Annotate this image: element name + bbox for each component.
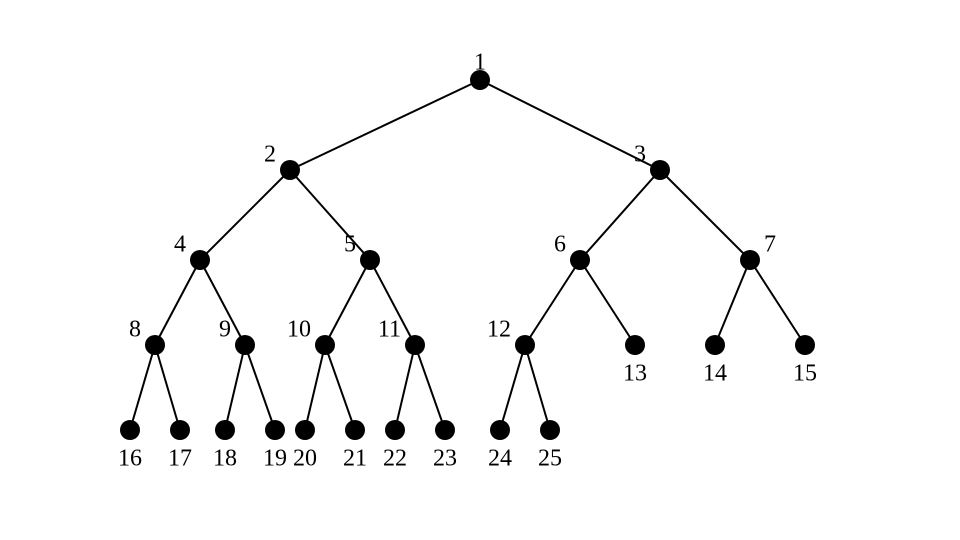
tree-edge (580, 170, 660, 260)
tree-node (280, 160, 300, 180)
tree-node-label: 23 (433, 446, 457, 472)
tree-edge (525, 345, 550, 430)
tree-node (795, 335, 815, 355)
tree-node (190, 250, 210, 270)
tree-node (540, 420, 560, 440)
tree-node-label: 11 (378, 317, 401, 343)
tree-edge (290, 170, 370, 260)
tree-node (490, 420, 510, 440)
tree-edge (395, 345, 415, 430)
tree-node (650, 160, 670, 180)
tree-node-label: 18 (213, 446, 237, 472)
tree-node (570, 250, 590, 270)
tree-node-label: 8 (129, 317, 141, 343)
tree-edge (500, 345, 525, 430)
tree-edge (155, 345, 180, 430)
tree-edge (525, 260, 580, 345)
tree-node-label: 7 (764, 232, 776, 258)
tree-node (145, 335, 165, 355)
tree-edge (715, 260, 750, 345)
tree-node-label: 17 (168, 446, 192, 472)
tree-node-label: 5 (344, 232, 356, 258)
tree-edge (305, 345, 325, 430)
tree-node (170, 420, 190, 440)
tree-edge (200, 170, 290, 260)
tree-node-label: 16 (118, 446, 142, 472)
tree-node-label: 2 (264, 142, 276, 168)
tree-node-label: 20 (293, 446, 317, 472)
tree-node-label: 12 (487, 317, 511, 343)
tree-edge (155, 260, 200, 345)
tree-edge (325, 260, 370, 345)
tree-node-label: 21 (343, 446, 367, 472)
tree-node (315, 335, 335, 355)
tree-edge (225, 345, 245, 430)
tree-node (515, 335, 535, 355)
tree-node (625, 335, 645, 355)
tree-edge (480, 80, 660, 170)
tree-node (265, 420, 285, 440)
tree-edge (415, 345, 445, 430)
tree-node-label: 14 (703, 361, 727, 387)
tree-node-label: 24 (488, 446, 512, 472)
tree-node (385, 420, 405, 440)
tree-node-label: 3 (634, 142, 646, 168)
tree-node (705, 335, 725, 355)
tree-edge (130, 345, 155, 430)
tree-edge (580, 260, 635, 345)
tree-node (215, 420, 235, 440)
tree-node-label: 4 (174, 232, 186, 258)
tree-node-label: 19 (263, 446, 287, 472)
binary-tree-diagram: 1234567891011121314151617181920212223242… (0, 0, 960, 540)
tree-node-label: 10 (287, 317, 311, 343)
tree-node (120, 420, 140, 440)
tree-edge (660, 170, 750, 260)
tree-node-label: 1 (474, 50, 486, 76)
tree-node (345, 420, 365, 440)
tree-edge (750, 260, 805, 345)
tree-node (360, 250, 380, 270)
tree-node-label: 25 (538, 446, 562, 472)
tree-node (435, 420, 455, 440)
tree-node (740, 250, 760, 270)
tree-edge (245, 345, 275, 430)
tree-node (295, 420, 315, 440)
tree-node-label: 9 (219, 317, 231, 343)
tree-node (235, 335, 255, 355)
tree-edge (325, 345, 355, 430)
tree-node-label: 15 (793, 361, 817, 387)
tree-node-label: 22 (383, 446, 407, 472)
tree-node-label: 6 (554, 232, 566, 258)
tree-node (405, 335, 425, 355)
labels-layer: 1234567891011121314151617181920212223242… (118, 50, 817, 472)
tree-edge (290, 80, 480, 170)
tree-node-label: 13 (623, 361, 647, 387)
